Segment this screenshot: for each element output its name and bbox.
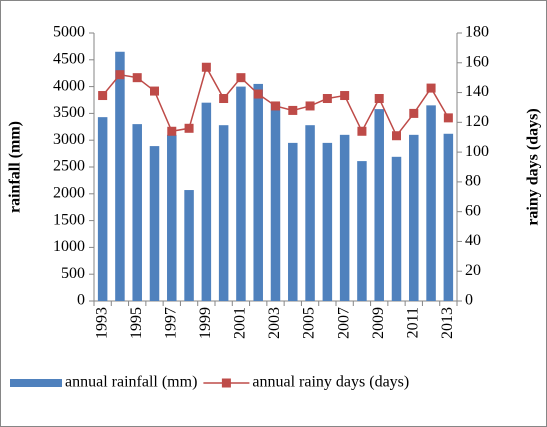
bar <box>305 125 315 301</box>
line-marker <box>426 83 436 93</box>
bar <box>270 102 281 302</box>
line-marker <box>340 91 350 101</box>
legend-label: annual rainy days (days) <box>252 374 409 391</box>
bar <box>288 142 298 301</box>
x-tick-label: 2003 <box>266 307 283 339</box>
y2-axis-title: rainy days (days) <box>525 108 542 225</box>
line-marker <box>236 73 246 83</box>
bar <box>374 109 384 301</box>
line-marker <box>271 101 280 111</box>
line-marker <box>132 73 142 83</box>
x-tick-label: 2007 <box>335 307 352 339</box>
bar <box>167 134 177 301</box>
line-marker <box>443 113 453 123</box>
bar <box>253 83 263 301</box>
x-tick-label: 2009 <box>370 307 387 339</box>
line-marker <box>357 126 367 136</box>
bar <box>339 134 350 301</box>
y2-tick-label: 80 <box>465 173 481 190</box>
line-marker <box>98 91 108 101</box>
line-marker <box>288 105 298 115</box>
x-tick-label: 2005 <box>301 307 318 339</box>
legend-swatch <box>221 378 231 388</box>
y-tick-label: 1500 <box>53 211 85 228</box>
bar <box>149 146 160 301</box>
line-marker <box>374 94 384 104</box>
bar <box>391 156 402 301</box>
y-axis-title: rainfall (mm) <box>7 121 24 213</box>
y2-tick-label: 60 <box>465 202 481 219</box>
line-marker <box>115 70 125 80</box>
bar <box>115 51 125 302</box>
line-marker <box>201 62 211 72</box>
x-tick-label: 1997 <box>162 307 179 339</box>
bar <box>184 190 194 301</box>
line-marker <box>184 123 194 133</box>
y-tick-label: 5000 <box>53 24 85 41</box>
legend-label: annual rainfall (mm) <box>65 374 197 391</box>
line-marker <box>253 89 263 99</box>
bar <box>201 102 212 302</box>
y-tick-label: 4000 <box>53 77 85 94</box>
x-tick-label: 1995 <box>128 307 145 339</box>
y2-tick-label: 120 <box>465 113 489 130</box>
line-marker <box>305 101 315 111</box>
y-tick-label: 4500 <box>53 50 85 67</box>
line-marker <box>219 94 229 104</box>
y-tick-label: 3000 <box>53 131 85 148</box>
bar <box>97 117 108 301</box>
bar <box>426 105 436 301</box>
y2-tick-label: 0 <box>465 292 473 309</box>
line-marker <box>409 108 419 118</box>
y-tick-label: 3500 <box>53 104 85 121</box>
bar <box>322 142 333 301</box>
y2-tick-label: 180 <box>465 24 489 41</box>
line-marker <box>392 131 401 141</box>
line-marker <box>167 126 177 136</box>
y-tick-label: 2500 <box>53 158 85 175</box>
y2-tick-label: 40 <box>465 232 481 249</box>
y-tick-label: 1000 <box>53 238 85 255</box>
bar <box>409 134 419 301</box>
y-tick-label: 500 <box>61 265 85 282</box>
bar <box>236 86 246 301</box>
y-tick-label: 2000 <box>53 184 85 201</box>
legend-swatch <box>10 379 62 387</box>
y-tick-label: 0 <box>77 292 85 309</box>
x-tick-label: 1993 <box>93 307 110 339</box>
x-tick-label: 2001 <box>232 307 249 339</box>
y2-tick-label: 160 <box>465 53 489 70</box>
bar <box>132 124 142 302</box>
line-marker <box>322 94 332 104</box>
y2-tick-label: 140 <box>465 83 489 100</box>
bar <box>218 125 229 301</box>
x-tick-label: 2011 <box>404 307 421 338</box>
y2-tick-label: 20 <box>465 262 481 279</box>
x-tick-label: 1999 <box>197 307 214 339</box>
y2-tick-label: 100 <box>465 143 489 160</box>
line-marker <box>150 86 159 96</box>
bar <box>443 133 454 301</box>
bar <box>357 161 367 301</box>
x-tick-label: 2013 <box>439 307 456 339</box>
